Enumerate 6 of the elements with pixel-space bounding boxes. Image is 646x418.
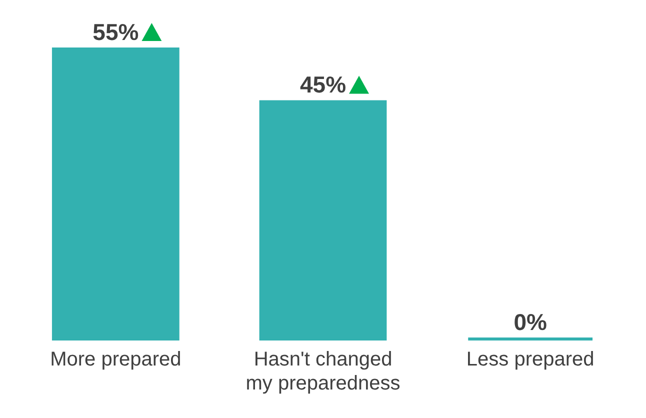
data-label: 45% bbox=[300, 72, 346, 98]
data-label: 55% bbox=[92, 19, 139, 45]
x-tick-label: Hasn't changed my preparedness bbox=[246, 348, 400, 394]
x-tick-label: Less prepared bbox=[466, 348, 594, 370]
data-label: 0% bbox=[514, 309, 547, 335]
x-tick-label: More prepared bbox=[50, 348, 182, 370]
